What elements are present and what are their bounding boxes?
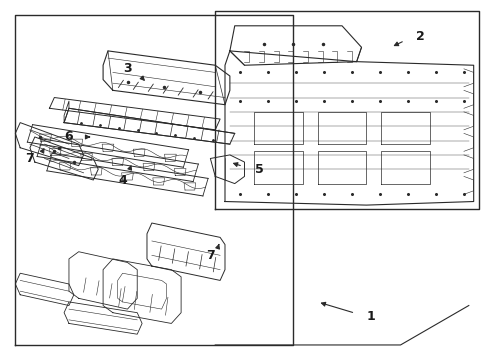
Text: 5: 5 [254, 163, 263, 176]
Text: 6: 6 [64, 130, 73, 144]
Text: 4: 4 [118, 174, 127, 186]
Text: 3: 3 [123, 62, 132, 75]
Text: 1: 1 [366, 310, 375, 323]
Text: 7: 7 [25, 152, 34, 165]
Text: 7: 7 [205, 249, 214, 262]
Text: 2: 2 [415, 30, 424, 43]
